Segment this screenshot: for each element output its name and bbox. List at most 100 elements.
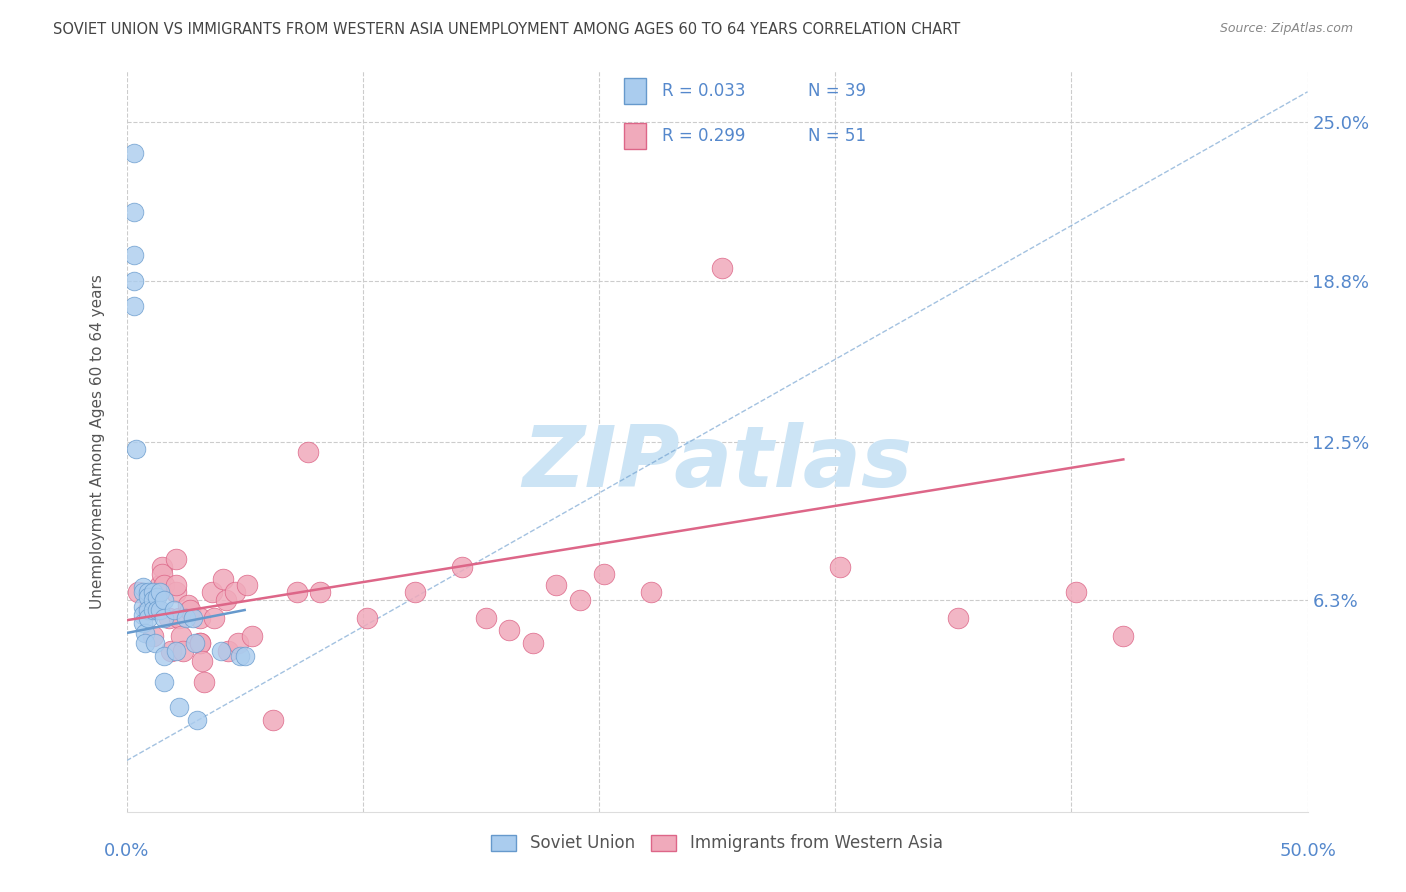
Point xyxy=(134,636,156,650)
Point xyxy=(193,674,215,689)
Point xyxy=(285,585,308,599)
Point xyxy=(167,700,190,714)
Point xyxy=(212,573,235,587)
Point xyxy=(356,610,378,624)
Point xyxy=(146,603,169,617)
Point xyxy=(122,299,145,313)
Point xyxy=(592,567,614,582)
Point xyxy=(132,615,155,630)
Y-axis label: Unemployment Among Ages 60 to 64 years: Unemployment Among Ages 60 to 64 years xyxy=(90,274,105,609)
Point xyxy=(165,585,187,599)
Point xyxy=(309,585,332,599)
Point xyxy=(498,624,520,638)
Point xyxy=(141,592,163,607)
Point xyxy=(404,585,426,599)
Point xyxy=(122,204,145,219)
Point xyxy=(153,610,176,624)
Point xyxy=(157,610,180,624)
Point xyxy=(233,648,256,663)
Point xyxy=(226,636,249,650)
Point xyxy=(640,585,662,599)
Point xyxy=(710,260,733,275)
Point xyxy=(125,442,148,457)
Point xyxy=(143,636,166,650)
Point xyxy=(141,603,163,617)
Point xyxy=(181,610,204,624)
Point xyxy=(217,644,239,658)
Point xyxy=(474,610,496,624)
Legend: Soviet Union, Immigrants from Western Asia: Soviet Union, Immigrants from Western As… xyxy=(485,828,949,859)
Point xyxy=(136,610,159,624)
Point xyxy=(451,559,474,574)
Point xyxy=(522,636,544,650)
Point xyxy=(136,603,159,617)
Point xyxy=(202,610,225,624)
Point xyxy=(122,248,145,262)
Point xyxy=(946,610,969,624)
Point xyxy=(188,610,211,624)
Point xyxy=(160,644,183,658)
Point xyxy=(163,603,186,617)
Point xyxy=(136,591,159,605)
Point xyxy=(150,559,173,574)
Point xyxy=(132,585,155,599)
Point xyxy=(165,577,187,591)
Point xyxy=(149,585,172,599)
Point xyxy=(224,585,246,599)
Point xyxy=(200,585,222,599)
Text: SOVIET UNION VS IMMIGRANTS FROM WESTERN ASIA UNEMPLOYMENT AMONG AGES 60 TO 64 YE: SOVIET UNION VS IMMIGRANTS FROM WESTERN … xyxy=(53,22,960,37)
Point xyxy=(132,600,155,615)
Bar xyxy=(624,123,647,149)
Point xyxy=(188,636,211,650)
Point xyxy=(1112,629,1135,643)
Point xyxy=(141,629,163,643)
Point xyxy=(141,585,163,599)
Point xyxy=(262,713,284,727)
Point xyxy=(297,444,319,458)
Point xyxy=(229,648,252,663)
Point xyxy=(172,644,194,658)
Point xyxy=(134,626,156,640)
Point xyxy=(828,559,851,574)
Text: ZIPatlas: ZIPatlas xyxy=(522,422,912,505)
Point xyxy=(149,577,172,591)
Point xyxy=(165,552,187,566)
Text: 0.0%: 0.0% xyxy=(104,842,149,861)
Point xyxy=(170,629,193,643)
Point xyxy=(122,146,145,161)
Point xyxy=(174,610,197,624)
Point xyxy=(122,274,145,288)
Point xyxy=(1064,585,1087,599)
Text: R = 0.299: R = 0.299 xyxy=(662,127,745,145)
Point xyxy=(149,603,172,617)
Point xyxy=(186,713,208,727)
Point xyxy=(146,585,169,599)
Point xyxy=(153,577,176,591)
Text: 50.0%: 50.0% xyxy=(1279,842,1336,861)
Point xyxy=(240,629,263,643)
Text: N = 51: N = 51 xyxy=(808,127,866,145)
Point xyxy=(132,608,155,623)
Point xyxy=(546,577,568,591)
Point xyxy=(153,592,176,607)
Text: R = 0.033: R = 0.033 xyxy=(662,82,745,100)
Point xyxy=(209,644,232,658)
Text: N = 39: N = 39 xyxy=(808,82,866,100)
Point xyxy=(136,585,159,599)
Point xyxy=(150,567,173,582)
Point xyxy=(191,654,214,668)
Point xyxy=(184,636,207,650)
Bar xyxy=(624,78,647,104)
Point xyxy=(165,644,187,658)
Text: Source: ZipAtlas.com: Source: ZipAtlas.com xyxy=(1219,22,1353,36)
Point xyxy=(132,580,155,594)
Point xyxy=(153,648,176,663)
Point xyxy=(146,591,169,605)
Point xyxy=(569,592,592,607)
Point xyxy=(127,585,149,599)
Point xyxy=(177,598,200,612)
Point xyxy=(236,577,259,591)
Point xyxy=(179,603,201,617)
Point xyxy=(188,636,211,650)
Point xyxy=(215,592,238,607)
